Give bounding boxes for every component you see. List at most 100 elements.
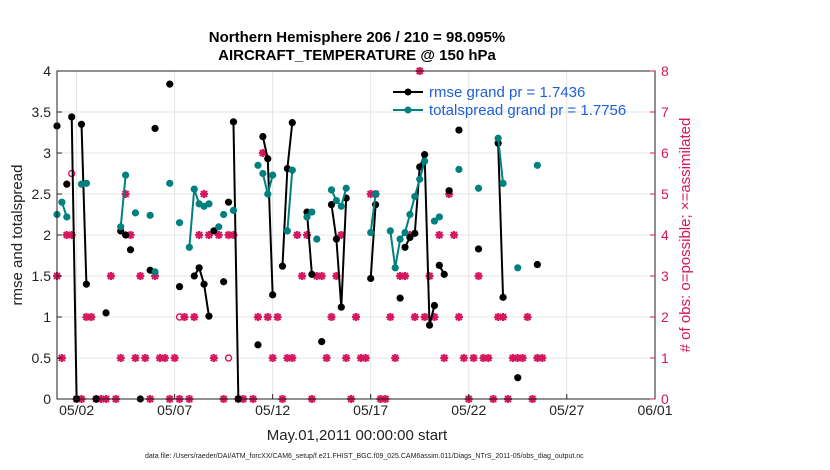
data-point — [327, 186, 336, 194]
data-point — [396, 235, 404, 243]
y-right-tick-label: 1 — [661, 350, 669, 366]
data-point — [288, 166, 296, 174]
data-point — [445, 187, 453, 195]
data-point — [220, 210, 228, 219]
obs-assimilated-marker — [327, 313, 336, 321]
data-point — [421, 151, 429, 159]
data-point — [264, 155, 272, 163]
data-point — [117, 223, 125, 231]
y-right-tick-label: 4 — [661, 227, 669, 243]
data-point — [122, 171, 130, 179]
series-segment — [70, 116, 78, 400]
obs-assimilated-marker — [253, 313, 262, 321]
data-point — [205, 312, 213, 320]
data-point — [332, 235, 340, 243]
obs-possible-marker — [224, 354, 233, 362]
data-point — [411, 192, 419, 201]
series-segment — [497, 138, 505, 184]
data-point — [63, 180, 71, 188]
data-point — [229, 118, 238, 126]
obs-assimilated-marker — [450, 231, 459, 239]
data-point — [77, 120, 86, 128]
data-point — [455, 165, 463, 173]
y-right-tick-label: 7 — [661, 104, 669, 120]
y-right-tick-label: 5 — [661, 186, 669, 202]
data-point — [190, 185, 198, 193]
obs-possible-marker — [175, 313, 184, 321]
obs-assimilated-marker — [361, 354, 370, 362]
series-segment — [389, 230, 397, 268]
y-axis-right-label: # of obs: o=possible; ×=assimilated — [677, 118, 694, 353]
data-point — [332, 196, 340, 205]
data-point — [533, 161, 541, 169]
data-point — [63, 213, 71, 221]
data-point — [416, 175, 424, 183]
data-point — [430, 217, 439, 225]
legend: rmse grand pr = 1.7436 totalspread grand… — [393, 84, 626, 119]
obs-assimilated-marker — [391, 354, 400, 362]
obs-assimilated-marker — [180, 313, 189, 321]
data-point — [190, 272, 198, 280]
y-left-tick-label: 4 — [43, 63, 51, 79]
obs-assimilated-marker — [195, 231, 204, 239]
obs-assimilated-marker — [459, 354, 468, 362]
data-point — [131, 209, 140, 217]
data-point — [308, 208, 316, 216]
data-point — [122, 231, 130, 239]
data-point — [269, 291, 277, 299]
obs-assimilated-marker — [317, 272, 326, 280]
data-point — [533, 260, 541, 269]
data-point — [514, 374, 522, 382]
data-point — [175, 219, 184, 227]
obs-assimilated-marker — [420, 313, 429, 321]
obs-assimilated-marker — [499, 313, 508, 321]
y-left-tick-label: 0.5 — [32, 350, 52, 366]
data-point — [283, 227, 291, 235]
x-tick-label: 05/27 — [549, 402, 584, 418]
series-segment — [203, 284, 210, 317]
data-point — [146, 211, 154, 219]
data-point — [58, 198, 66, 206]
series-segment — [261, 136, 269, 159]
y-axis-left: 0 0.5 1 1.5 2 2.5 3 3.5 4 — [32, 63, 62, 407]
data-point — [318, 338, 326, 346]
footer-data-file: data file: /Users/raeder/DAI/ATM_forcXX/… — [145, 453, 584, 460]
obs-assimilated-marker — [170, 354, 179, 362]
obs-assimilated-marker — [116, 354, 125, 362]
data-point — [499, 293, 507, 301]
obs-assimilated-marker — [141, 354, 150, 362]
x-axis: 05/02 05/07 05/12 05/17 05/22 05/27 06/01 — [59, 394, 673, 418]
legend-spread-label: totalspread grand pr = 1.7756 — [429, 102, 626, 119]
data-point — [435, 261, 443, 269]
data-point — [372, 190, 380, 198]
data-point — [391, 264, 399, 272]
data-point — [224, 198, 233, 206]
data-point — [416, 163, 424, 171]
data-point — [102, 309, 110, 317]
y-axis-right: 0 1 2 3 4 5 6 7 8 — [650, 63, 669, 407]
y-left-tick-label: 3.5 — [32, 104, 52, 120]
obs-assimilated-marker — [538, 354, 547, 362]
series-segment — [188, 188, 196, 248]
series-segment — [369, 193, 377, 233]
obs-assimilated-marker — [386, 313, 395, 321]
obs-assimilated-marker — [200, 190, 209, 198]
obs-assimilated-marker — [322, 354, 331, 362]
data-point — [259, 133, 267, 141]
series-segment — [497, 143, 505, 298]
series-segment — [305, 211, 313, 275]
series-segment — [340, 198, 348, 308]
data-point — [401, 243, 409, 251]
obs-assimilated-marker — [342, 354, 351, 362]
data-point — [229, 206, 238, 214]
data-point — [499, 179, 507, 187]
data-point — [367, 228, 375, 237]
data-point — [411, 229, 419, 237]
series-segment — [286, 170, 294, 231]
data-point — [151, 268, 159, 276]
obs-assimilated-marker — [425, 272, 434, 280]
data-point — [440, 270, 448, 278]
obs-assimilated-marker — [288, 354, 297, 362]
data-point — [396, 294, 404, 302]
obs-assimilated-marker — [273, 313, 282, 321]
